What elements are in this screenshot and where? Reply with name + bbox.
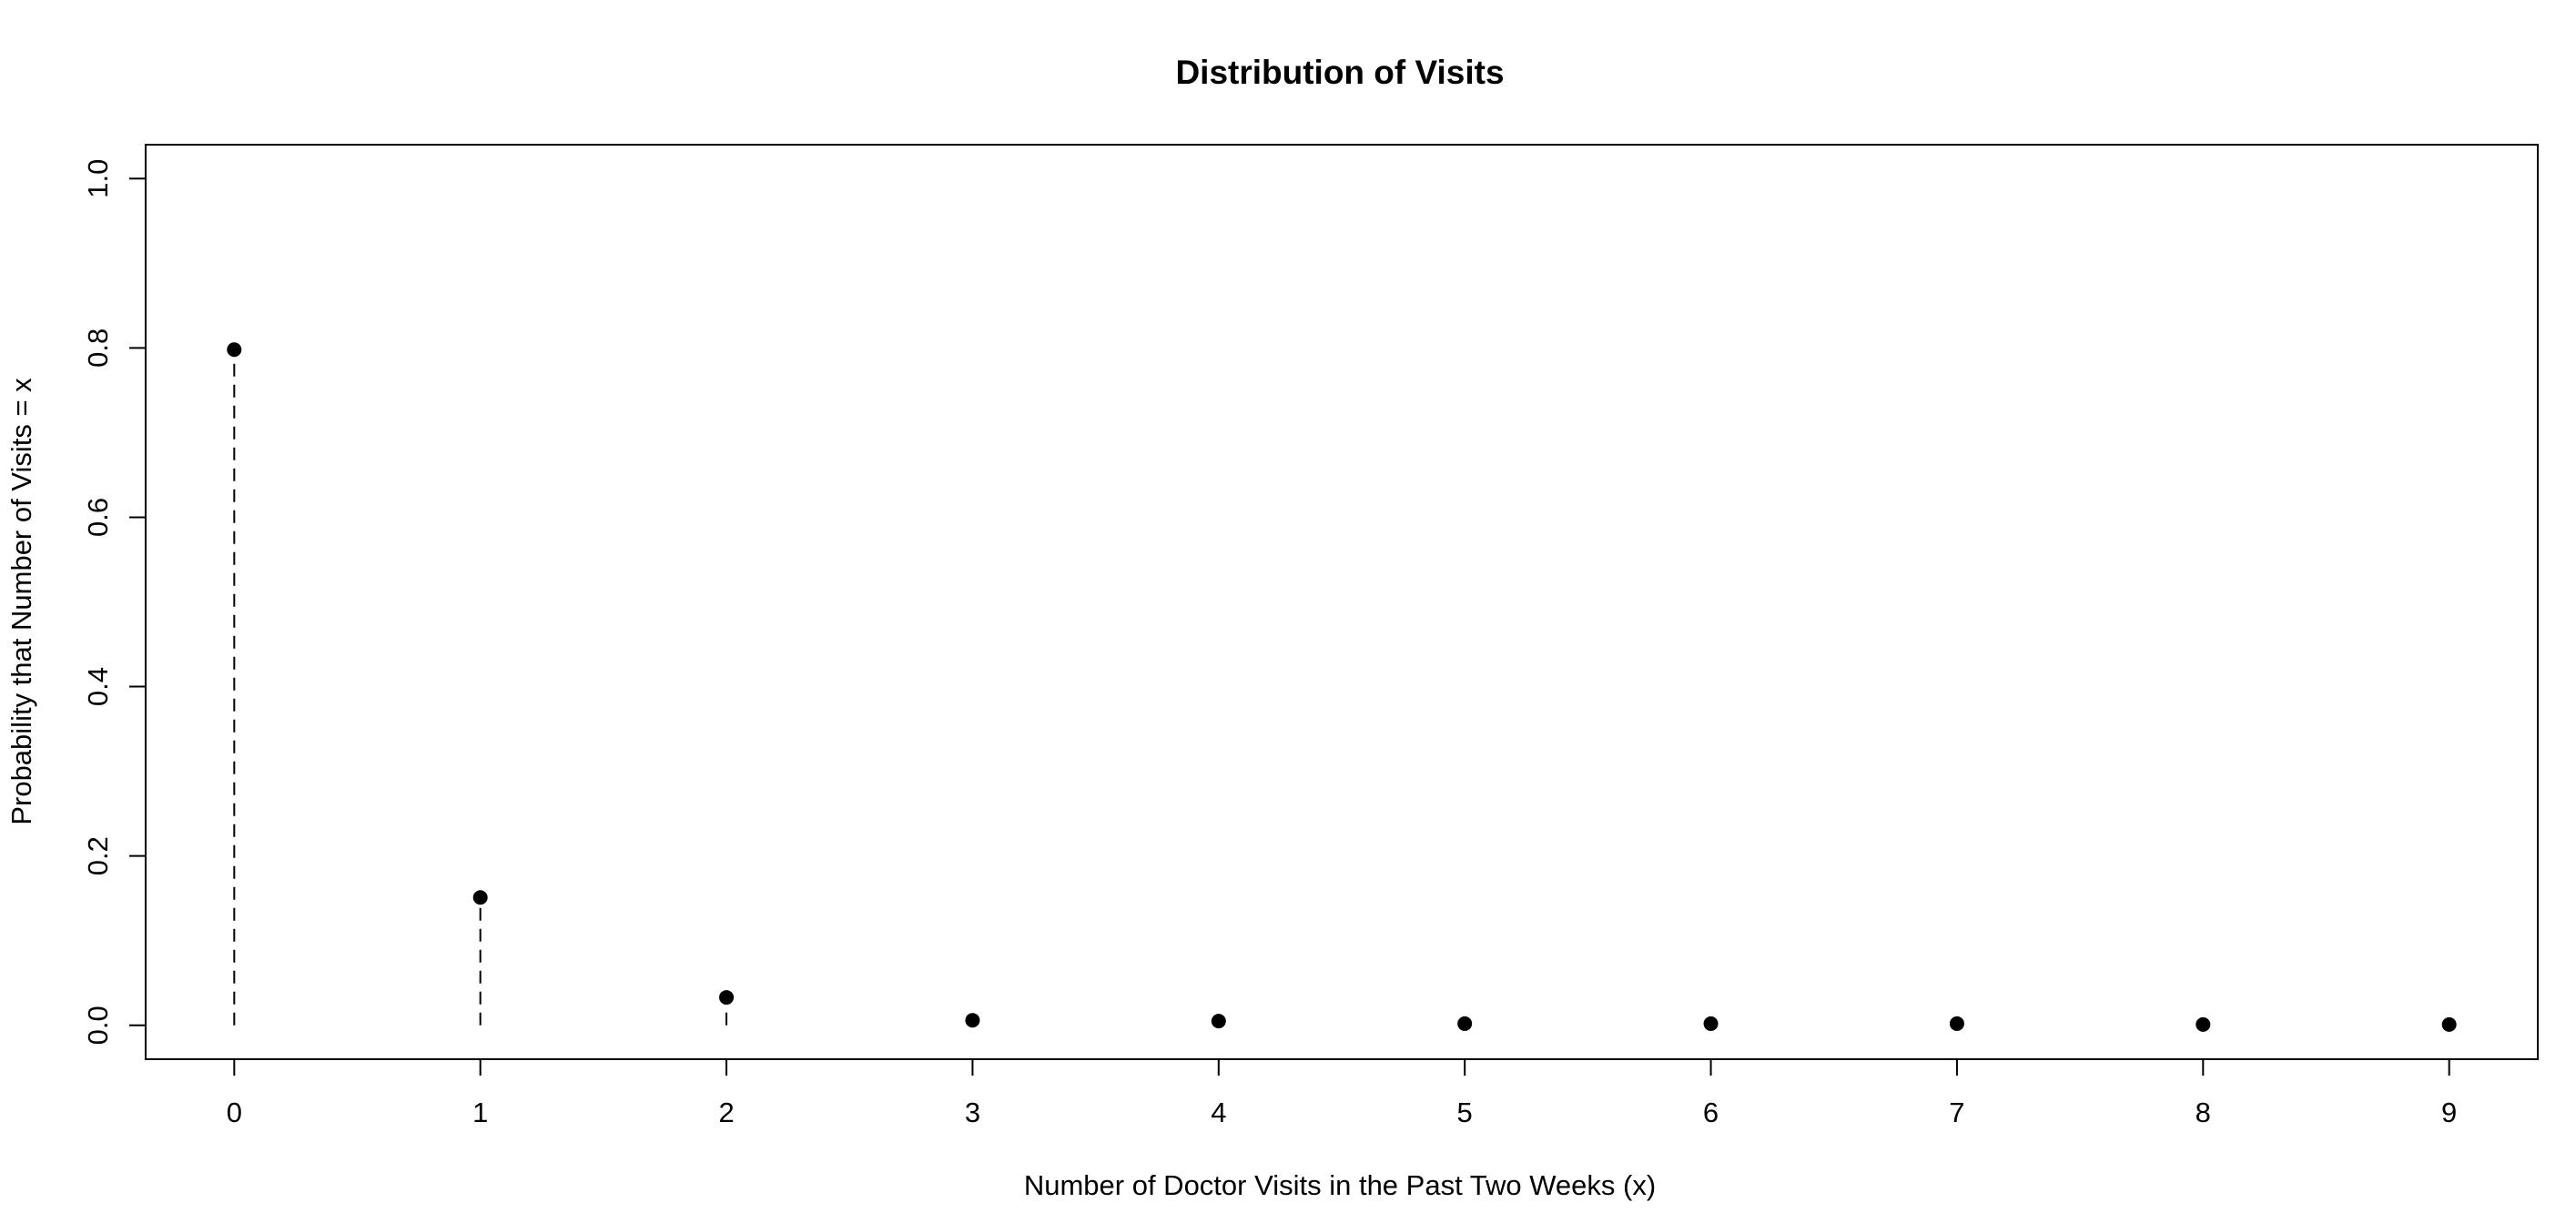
x-tick-label: 0: [227, 1097, 242, 1128]
x-tick-label: 1: [472, 1097, 488, 1128]
x-axis: 0 1 2 3 4 5 6 7 8 9: [227, 1059, 2457, 1128]
y-tick-label: 1.0: [82, 159, 114, 198]
x-tick-label: 2: [718, 1097, 734, 1128]
data-point: [1211, 1014, 1226, 1029]
data-point: [719, 990, 735, 1006]
x-tick-label: 6: [1703, 1097, 1719, 1128]
x-tick-label: 9: [2441, 1097, 2457, 1128]
y-axis-label: Probability that Number of Visits = x: [5, 378, 37, 825]
data-point: [1949, 1016, 1964, 1031]
data-points: [227, 342, 2457, 1032]
data-point: [2196, 1016, 2211, 1032]
data-point: [1703, 1016, 1719, 1031]
y-tick-label: 0.6: [82, 498, 114, 537]
data-point: [227, 342, 242, 358]
x-tick-label: 8: [2196, 1097, 2211, 1128]
data-point: [965, 1013, 980, 1028]
x-tick-label: 7: [1949, 1097, 1964, 1128]
plot-frame: [145, 144, 2539, 1060]
data-point: [1457, 1016, 1473, 1031]
x-tick-label: 4: [1211, 1097, 1226, 1128]
x-tick-label: 3: [965, 1097, 980, 1128]
y-tick-label: 0.2: [82, 836, 114, 875]
y-tick-label: 0.4: [82, 667, 114, 706]
chart-title: Distribution of Visits: [1175, 54, 1504, 91]
y-tick-label: 0.8: [82, 328, 114, 368]
x-tick-label: 5: [1457, 1097, 1473, 1128]
x-axis-label: Number of Doctor Visits in the Past Two …: [1024, 1169, 1656, 1201]
drop-lines: [233, 349, 2450, 1026]
data-point: [472, 890, 488, 905]
y-axis: 0.0 0.2 0.4 0.6 0.8 1.0: [82, 159, 146, 1045]
data-point: [2441, 1016, 2457, 1032]
y-tick-label: 0.0: [82, 1006, 114, 1045]
